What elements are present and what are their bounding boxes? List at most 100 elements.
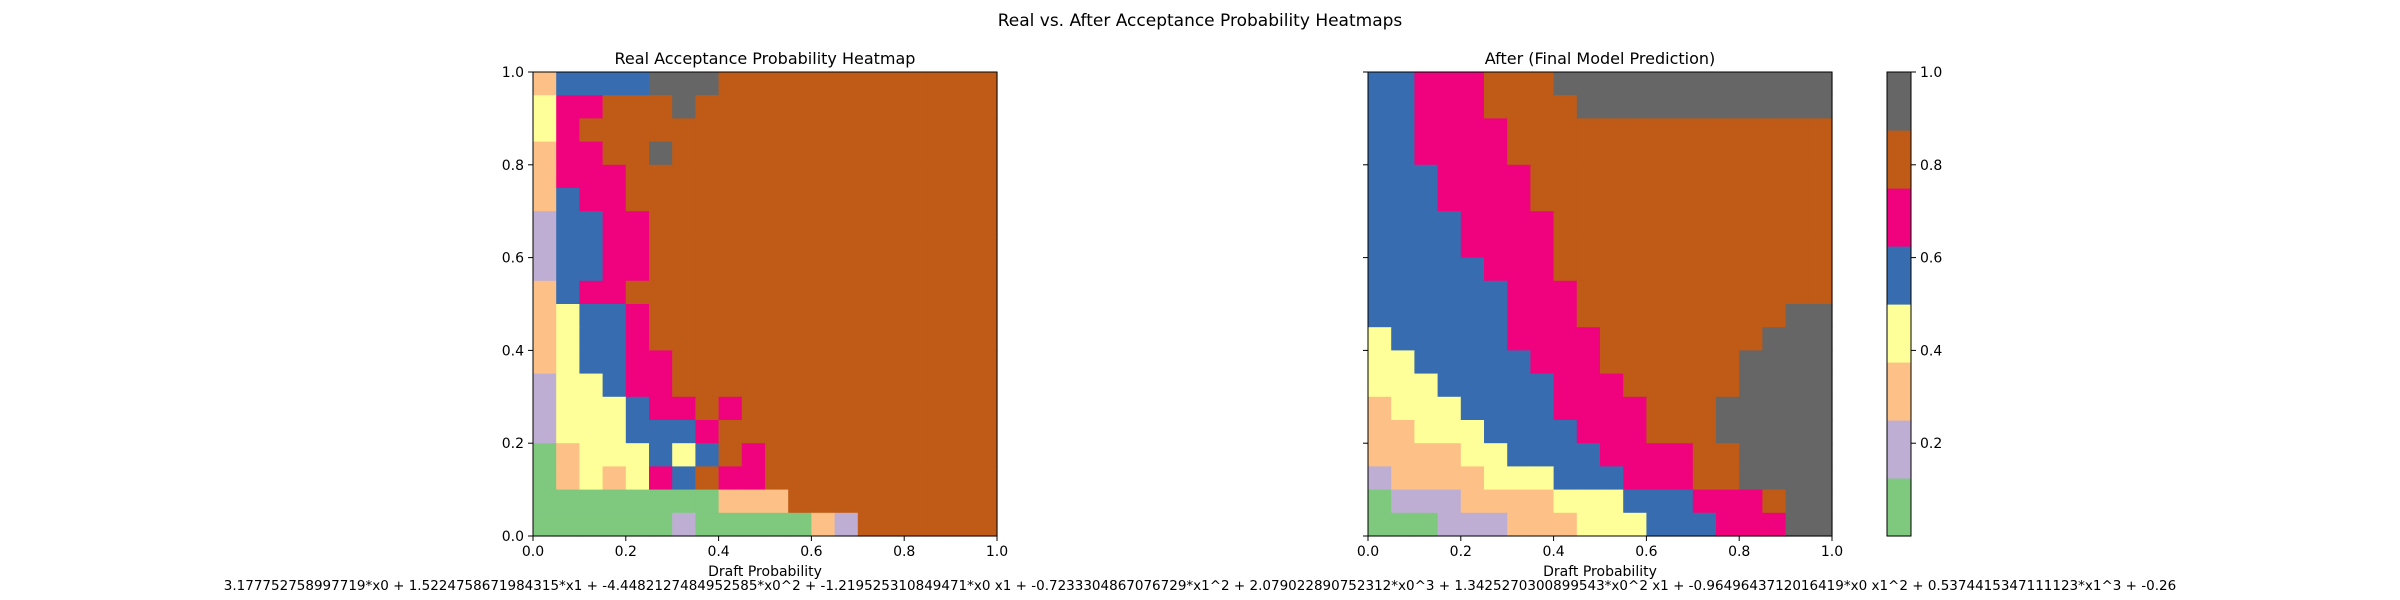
heatmap-cell-after [1669,188,1694,212]
heatmap-cell-real [718,443,743,467]
heatmap-cell-after [1530,164,1555,189]
heatmap-cell-after [1762,327,1787,351]
heatmap-cell-real [973,280,998,305]
heatmap-cell-real [741,95,766,119]
heatmap-cell-after [1414,373,1439,398]
heatmap-cell-after [1437,512,1462,537]
heatmap-panel-after: After (Final Model Prediction) 0.0 0.2 0.4… [1357,49,1843,580]
heatmap-cell-real [927,443,952,467]
heatmap-cell-real [788,280,812,305]
colorbar: 0.2 0.4 0.6 0.8 1.0 [1886,65,1942,537]
heatmap-cell-real [834,188,859,212]
heatmap-cell-after [1785,257,1810,282]
heatmap-cell-after [1576,234,1601,259]
heatmap-cell-after [1716,234,1740,259]
heatmap-cell-real [672,304,696,328]
heatmap-cell-after [1762,188,1787,212]
heatmap-cell-after [1460,164,1485,189]
heatmap-cell-after [1646,234,1671,259]
heatmap-cell-real [741,211,766,235]
heatmap-cell-after [1368,211,1392,235]
heatmap-cell-after [1460,280,1485,305]
heatmap-cell-real [579,72,604,96]
heatmap-cell-after [1507,489,1531,514]
heatmap-cell-after [1785,466,1810,491]
heatmap-cell-real [881,211,905,235]
heatmap-cell-real [904,72,928,96]
heatmap-cell-after [1414,327,1439,351]
heatmap-cell-real [950,466,975,491]
heatmap-cell-real [556,443,580,467]
heatmap-cell-real [765,466,789,491]
heatmap-cell-real [649,443,673,467]
heatmap-cell-real [602,234,627,259]
heatmap-cell-real [741,396,766,421]
heatmap-cell-real [881,304,905,328]
heatmap-cell-after [1646,373,1671,398]
heatmap-cell-after [1391,188,1415,212]
heatmap-cell-real [857,141,882,166]
heatmap-panel-real: Real Acceptance Probability Heatmap 0.0 0… [502,49,1008,580]
heatmap-cell-real [765,327,789,351]
heatmap-cell-real [950,211,975,235]
heatmap-cell-after [1808,350,1833,375]
heatmap-cell-after [1739,234,1763,259]
heatmap-cell-real [904,304,928,328]
heatmap-cell-real [973,396,998,421]
heatmap-cell-after [1669,350,1694,375]
x-axis-label-after: Draft Probability [1543,564,1657,580]
heatmap-cell-after [1785,118,1810,143]
heatmap-cell-real [834,164,859,189]
heatmap-cell-real [718,350,743,375]
heatmap-cell-real [602,95,627,119]
heatmap-cell-real [834,95,859,119]
heatmap-cell-real [834,327,859,351]
heatmap-cell-real [649,396,673,421]
heatmap-cell-after [1460,327,1485,351]
heatmap-cell-real [811,95,836,119]
heatmap-cell-real [927,327,952,351]
colorbar-ticks: 0.2 0.4 0.6 0.8 1.0 [1911,65,1942,452]
heatmap-cell-real [556,512,580,537]
x-tick-label-after: 0.0 [1357,544,1379,560]
heatmap-cell-real [788,188,812,212]
heatmap-cell-real [857,396,882,421]
heatmap-cell-real [625,512,650,537]
heatmap-cell-after [1716,118,1740,143]
heatmap-cell-after [1530,141,1555,166]
heatmap-cell-real [741,280,766,305]
heatmap-cell-real [602,443,627,467]
heatmap-cell-real [950,141,975,166]
heatmap-cell-real [672,141,696,166]
heatmap-cell-real [881,188,905,212]
heatmap-cell-real [973,304,998,328]
heatmap-cell-after [1414,443,1439,467]
heatmap-cell-after [1716,373,1740,398]
heatmap-cell-after [1716,466,1740,491]
heatmap-cell-real [695,280,720,305]
heatmap-cell-after [1484,327,1508,351]
heatmap-cell-real [950,280,975,305]
heatmap-cell-after [1507,512,1531,537]
heatmap-cell-real [811,304,836,328]
heatmap-cell-after [1762,257,1787,282]
heatmap-cell-real [602,420,627,444]
heatmap-cell-real [741,304,766,328]
heatmap-cell-after [1553,234,1578,259]
heatmap-cell-after [1507,188,1531,212]
heatmap-cell-real [788,304,812,328]
heatmap-cell-real [765,118,789,143]
heatmap-cell-after [1762,350,1787,375]
heatmap-cell-after [1576,350,1601,375]
heatmap-cell-after [1739,257,1763,282]
heatmap-cell-after [1507,118,1531,143]
heatmap-cell-real [765,280,789,305]
colorbar-swatches [1887,72,1911,537]
heatmap-cell-real [672,420,696,444]
heatmap-cell-real [695,141,720,166]
heatmap-cell-real [672,118,696,143]
heatmap-cell-real [857,234,882,259]
plot-frame-real [532,71,998,537]
colorbar-swatch [1887,304,1911,363]
heatmap-cell-real [649,257,673,282]
